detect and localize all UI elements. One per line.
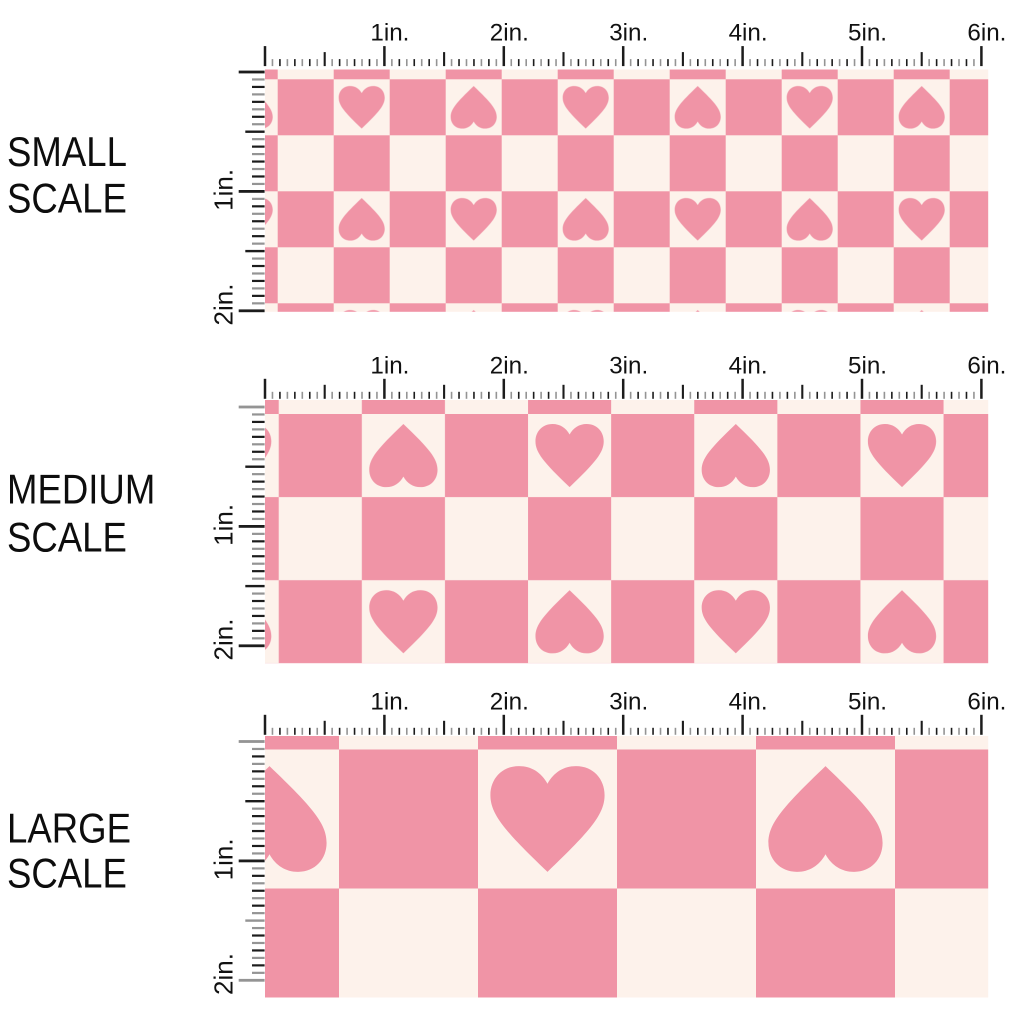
svg-text:3in.: 3in. [609, 688, 648, 715]
svg-text:2in.: 2in. [490, 20, 529, 47]
svg-text:4in.: 4in. [729, 20, 768, 47]
svg-text:6in.: 6in. [967, 688, 1006, 715]
svg-text:4in.: 4in. [729, 352, 768, 379]
svg-text:1in.: 1in. [370, 20, 409, 47]
svg-text:3in.: 3in. [609, 352, 648, 379]
svg-text:2in.: 2in. [490, 688, 529, 715]
svg-text:2in.: 2in. [209, 953, 239, 995]
svg-text:SCALE: SCALE [7, 175, 127, 222]
svg-text:1in.: 1in. [370, 688, 409, 715]
svg-text:LARGE: LARGE [7, 805, 131, 852]
svg-text:5in.: 5in. [848, 20, 887, 47]
svg-text:5in.: 5in. [848, 352, 887, 379]
svg-text:1in.: 1in. [370, 352, 409, 379]
svg-text:2in.: 2in. [490, 352, 529, 379]
svg-text:1in.: 1in. [209, 504, 239, 546]
svg-text:3in.: 3in. [609, 20, 648, 47]
svg-text:SCALE: SCALE [7, 514, 127, 561]
svg-text:SCALE: SCALE [7, 850, 127, 897]
svg-text:4in.: 4in. [729, 688, 768, 715]
svg-text:6in.: 6in. [967, 20, 1006, 47]
svg-text:SMALL: SMALL [7, 129, 127, 176]
svg-text:1in.: 1in. [209, 838, 239, 880]
svg-text:2in.: 2in. [209, 284, 239, 326]
svg-text:MEDIUM: MEDIUM [7, 466, 155, 513]
svg-text:5in.: 5in. [848, 688, 887, 715]
svg-text:2in.: 2in. [209, 619, 239, 661]
svg-text:6in.: 6in. [967, 352, 1006, 379]
svg-text:1in.: 1in. [209, 169, 239, 211]
